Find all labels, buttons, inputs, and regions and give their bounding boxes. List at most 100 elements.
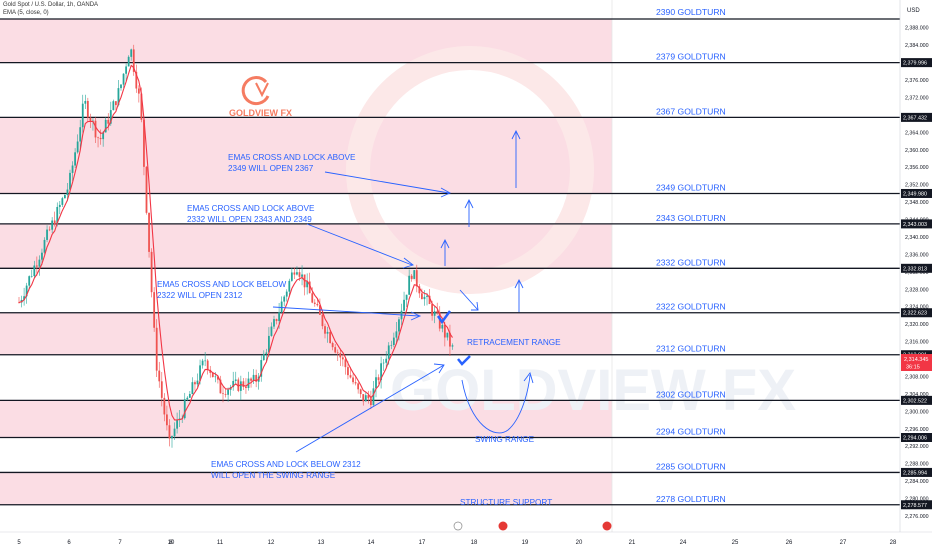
x-tick-label: 19: [522, 540, 529, 546]
candle-body: [150, 251, 153, 293]
candle-body: [140, 93, 143, 120]
indicator-label[interactable]: EMA (5, close, 0): [3, 10, 49, 16]
candle-body: [89, 117, 92, 122]
goldturn-label: 2332 GOLDTURN: [656, 257, 726, 267]
annotation-text: 2332 WILL OPEN 2343 AND 2349: [187, 215, 312, 224]
x-tick-label: 11: [217, 540, 224, 546]
candle-body: [84, 100, 87, 104]
level-price-tag: [901, 263, 932, 273]
annotation-text: 2349 WILL OPEN 2367: [228, 164, 314, 173]
goldturn-label: 2367 GOLDTURN: [656, 106, 726, 116]
candle-body: [171, 436, 173, 439]
candle-body: [79, 127, 82, 142]
candle-body: [211, 372, 214, 377]
y-tick-label: 2,376.000: [905, 78, 929, 84]
candle-body: [428, 295, 431, 305]
candle-body: [186, 397, 189, 400]
candle-body: [334, 347, 337, 353]
candle-body: [273, 319, 275, 327]
candle-body: [217, 376, 219, 380]
level-price-tag: [901, 219, 932, 229]
candle-body: [237, 379, 240, 391]
candle-body: [76, 141, 79, 153]
candle-body: [173, 428, 176, 437]
candle-body: [398, 319, 400, 332]
candle-body: [137, 88, 140, 94]
candle-body: [242, 381, 245, 387]
y-tick-label: 2,280.000: [905, 497, 929, 503]
candle-body: [265, 352, 268, 354]
y-tick-label: 2,364.000: [905, 130, 929, 136]
candle-body: [245, 386, 247, 388]
candle-body: [255, 374, 258, 382]
candle-body: [382, 362, 385, 364]
check-icon: [436, 310, 452, 325]
time-axis-bg[interactable]: [0, 532, 932, 550]
swing-range-label: SWING RANGE: [475, 435, 535, 444]
x-ticks: 5 6 7 810 11 12 13 14 17 18 19 20 21 24 25 26 27 28: [17, 540, 897, 546]
level-price-tag: [901, 58, 932, 68]
candle-body: [324, 326, 326, 334]
structure-support-label: STRUCTURE SUPPORT: [460, 498, 552, 507]
candle-body: [380, 363, 382, 381]
goldturn-label: 2285 GOLDTURN: [656, 461, 726, 471]
candle-body: [415, 270, 418, 287]
level-price-tag-text: 2,367.432: [903, 115, 927, 121]
candle-body: [69, 172, 71, 190]
level-price-tag-text: 2,278.577: [903, 503, 927, 509]
candle-body: [81, 103, 84, 128]
candle-body: [364, 395, 367, 402]
candle-body: [74, 152, 76, 166]
candle-body: [155, 327, 158, 371]
goldturn-zone: [0, 312, 612, 355]
candle-body: [66, 189, 69, 196]
candle-body: [336, 352, 339, 354]
y-tick-label: 2,276.000: [905, 514, 929, 520]
goldturn-label: 2322 GOLDTURN: [656, 302, 726, 312]
candle-body: [132, 49, 135, 72]
candle-body: [115, 101, 117, 106]
annotation-text: 2322 WILL OPEN 2312: [157, 291, 243, 300]
goldturn-label: 2294 GOLDTURN: [656, 427, 726, 437]
current-price-tag: [901, 354, 932, 371]
candle-body: [25, 285, 28, 297]
watermark-logo-icon: [346, 46, 594, 294]
us-flag-icon[interactable]: [602, 521, 612, 531]
candle-body: [160, 381, 163, 398]
candle-body: [449, 332, 451, 347]
annotation-text: EMA5 CROSS AND LOCK ABOVE: [187, 204, 315, 213]
candle-body: [377, 377, 380, 381]
y-tick-label: 2,308.000: [905, 374, 929, 380]
ema-line: [18, 64, 453, 421]
us-flag-icon[interactable]: [498, 521, 508, 531]
candle-body: [408, 275, 411, 295]
candle-body: [148, 212, 150, 252]
candle-body: [86, 100, 89, 118]
candle-body: [375, 377, 377, 389]
candle-body: [301, 274, 303, 277]
candle-body: [283, 296, 286, 302]
symbol-title[interactable]: Gold Spot / U.S. Dollar, 1h, OANDA: [3, 2, 99, 8]
y-ticks: 2,388.0002,384.0002,380.0002,376.0002,37…: [905, 26, 929, 520]
candle-body: [71, 165, 74, 173]
y-tick-label: 2,356.000: [905, 165, 929, 171]
candle-body: [349, 375, 352, 378]
candle-body: [260, 360, 263, 377]
goldturn-zone: [0, 19, 612, 63]
y-tick-label: 2,328.000: [905, 287, 929, 293]
candle-body: [306, 281, 309, 288]
candle-body: [38, 259, 41, 267]
candle-body: [285, 291, 288, 297]
candle-body: [280, 301, 283, 313]
event-icon[interactable]: [453, 521, 463, 531]
candle-body: [56, 206, 59, 225]
goldturn-label: 2302 GOLDTURN: [656, 389, 726, 399]
goldturn-label: 2312 GOLDTURN: [656, 344, 726, 354]
swing-arc: [461, 374, 531, 434]
candle-body: [122, 73, 125, 85]
candle-body: [392, 337, 395, 345]
candle-body: [46, 229, 48, 240]
candle-body: [316, 303, 319, 306]
candle-body: [191, 382, 194, 395]
